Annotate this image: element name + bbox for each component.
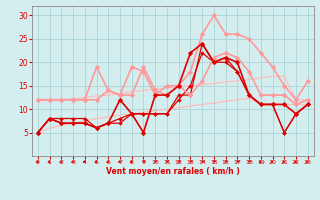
X-axis label: Vent moyen/en rafales ( km/h ): Vent moyen/en rafales ( km/h ) — [106, 167, 240, 176]
